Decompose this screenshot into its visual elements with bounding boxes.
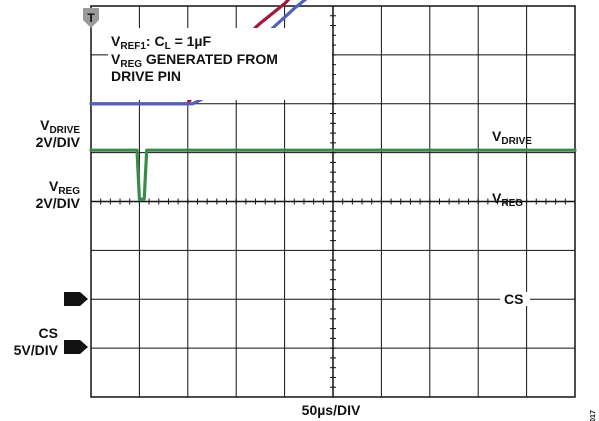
figure-number: 017	[590, 410, 597, 421]
x-axis-label: 50µs/DIV	[302, 402, 361, 418]
cs-trace-label: CS	[504, 291, 523, 307]
annotation-background	[108, 28, 332, 100]
cs-label-background	[500, 292, 530, 306]
annotation-line-1: VREF1: CL = 1µF	[111, 33, 211, 52]
vdrive-trace-label: VDRIVE	[492, 128, 532, 147]
vdrive-scale-label: 2V/DIV	[36, 134, 81, 150]
plot-grid	[90, 5, 576, 398]
trigger-marker-icon: T	[83, 8, 99, 28]
channel-1-marker-label: 1	[69, 295, 75, 307]
channel-2-marker-label: 2	[69, 343, 75, 355]
annotation-line-2: VREG GENERATED FROM	[111, 51, 278, 70]
vreg-trace-label: VREG	[492, 190, 523, 209]
vdrive-channel-label: VDRIVE	[40, 117, 80, 136]
cs-scale-label: 5V/DIV	[14, 342, 59, 358]
annotation-line-3: DRIVE PIN	[111, 68, 181, 84]
trace-cs	[89, 148, 577, 201]
vreg-scale-label: 2V/DIV	[36, 195, 81, 211]
trigger-marker-label: T	[87, 11, 95, 25]
vreg-channel-label: VREG	[49, 178, 80, 197]
cs-channel-label: CS	[39, 325, 58, 341]
channel-1-marker-icon: 1	[64, 292, 88, 307]
channel-2-marker-icon: 2	[64, 340, 88, 355]
